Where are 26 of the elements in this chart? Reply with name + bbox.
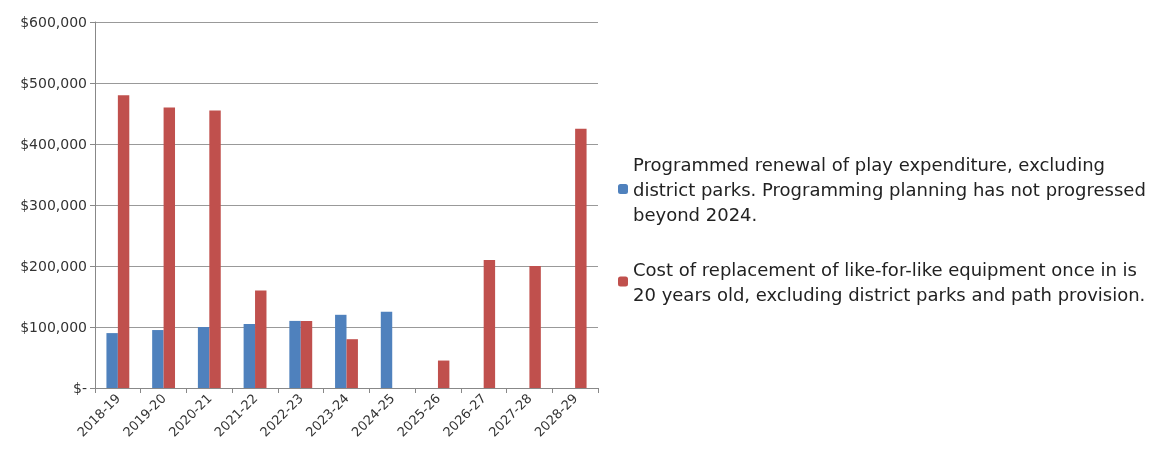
- bar: [483, 259, 496, 388]
- bar: [437, 360, 450, 388]
- bar: [197, 327, 210, 388]
- y-tick-label: $100,000: [20, 319, 87, 335]
- bar: [289, 320, 301, 388]
- legend-label: Cost of replacement of like-for-like equipment once in is 20 years old, excluding district parks and path provision.: [633, 258, 1146, 305]
- bar: [255, 290, 267, 388]
- legend-label: Programmed renewal of play expenditure, excluding district parks. Programming planning has not progressed beyond 2024.: [633, 153, 1152, 225]
- bar: [106, 333, 118, 388]
- bar: [300, 320, 313, 388]
- y-tick-label: $200,000: [20, 258, 87, 274]
- bar: [209, 110, 221, 388]
- y-tick-label: $500,000: [20, 75, 87, 91]
- y-tick-label: $600,000: [20, 14, 87, 30]
- bar: [152, 330, 164, 388]
- bar: [380, 311, 393, 388]
- bar: [346, 339, 358, 388]
- bar: [575, 128, 587, 388]
- bar: [335, 314, 347, 388]
- y-tick-label: $400,000: [20, 136, 87, 152]
- bar: [163, 107, 176, 388]
- y-tick-label: $-: [73, 380, 87, 396]
- bar: [243, 323, 256, 388]
- y-tick-label: $300,000: [20, 197, 87, 213]
- bar: [117, 95, 130, 388]
- bar: [529, 266, 541, 388]
